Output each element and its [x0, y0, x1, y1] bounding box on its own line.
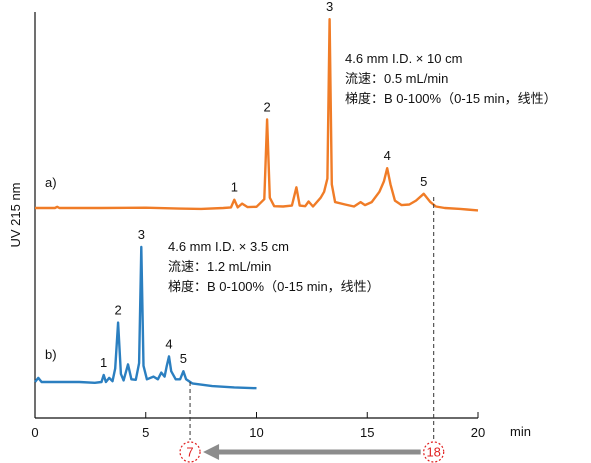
- peak-label: 4: [165, 336, 172, 351]
- x-tick-label: 10: [249, 425, 263, 440]
- series-line: [35, 18, 479, 212]
- shift-arrow-head: [203, 444, 220, 460]
- x-axis-label: min: [510, 424, 531, 439]
- peak-label: 1: [231, 180, 238, 195]
- marker-circle: [179, 441, 201, 463]
- x-tick-label: 0: [31, 425, 38, 440]
- series-line: [34, 245, 257, 390]
- marker-label: 18: [426, 445, 440, 460]
- conditions-text: 流速：0.5 mL/min: [345, 71, 448, 86]
- series-a: a) 1 2 3 4 5 4.6 mm I.D. × 10 cm 流速：0.5 mL/min 梯…: [35, 0, 557, 212]
- conditions-text: 梯度：B 0-100%（0-15 min，线性）: [345, 91, 557, 106]
- peak-label: 5: [180, 351, 187, 366]
- conditions-text: 梯度：B 0-100%（0-15 min，线性）: [168, 279, 380, 294]
- marker-label: 7: [186, 445, 193, 460]
- conditions-text: 4.6 mm I.D. × 10 cm: [345, 51, 462, 66]
- peak-label: 5: [420, 174, 427, 189]
- conditions-text: 4.6 mm I.D. × 3.5 cm: [168, 239, 289, 254]
- x-tick-label: 20: [471, 425, 485, 440]
- peak-label: 4: [384, 148, 391, 163]
- marker-circle: [423, 441, 445, 463]
- series-label: a): [45, 175, 57, 190]
- x-tick-label: 15: [360, 425, 374, 440]
- series-b: b) 1 2 3 45 4.6 mm I.D. × 3.5 cm 流速：1.2 mL/min…: [34, 227, 380, 390]
- peak-label: 2: [264, 100, 271, 115]
- peak-label: 3: [138, 227, 145, 242]
- conditions-text: 流速：1.2 mL/min: [168, 259, 271, 274]
- x-axis-ticks: 0 5 10 15 20: [31, 412, 485, 440]
- y-axis-label: UV 215 nm: [8, 182, 23, 247]
- x-tick-label: 5: [142, 425, 149, 440]
- peak-label: 2: [114, 303, 121, 318]
- peak-label: 3: [326, 0, 333, 14]
- series-label: b): [45, 347, 57, 362]
- retention-markers: 7 18: [179, 197, 445, 463]
- peak-label: 1: [100, 355, 107, 370]
